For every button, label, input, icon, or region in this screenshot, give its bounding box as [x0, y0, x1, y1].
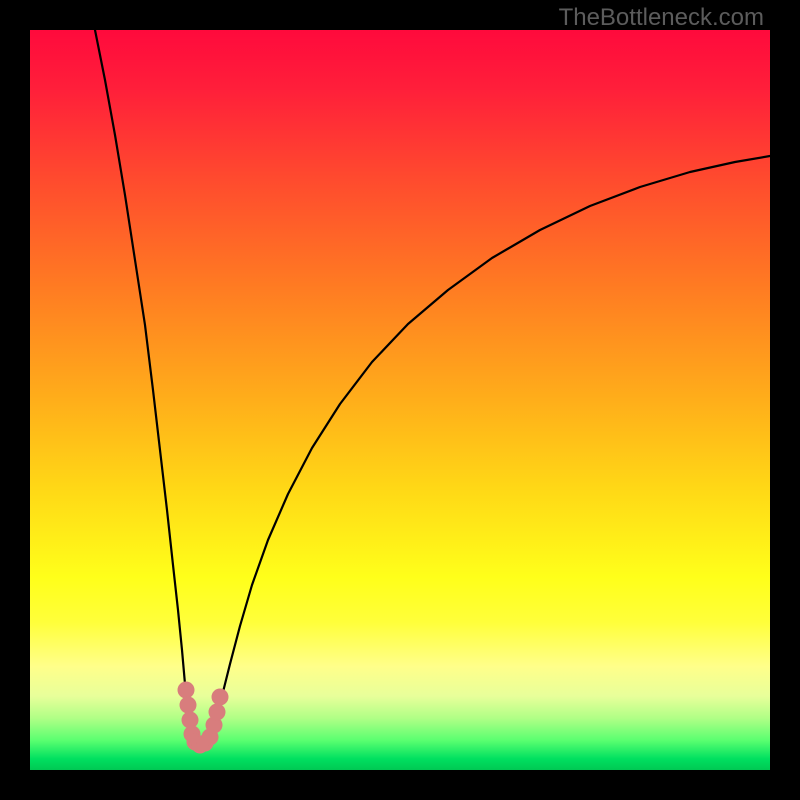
dip-marker — [178, 682, 195, 699]
dip-marker — [180, 697, 197, 714]
plot-svg — [0, 0, 800, 800]
chart-stage: TheBottleneck.com — [0, 0, 800, 800]
dip-marker — [212, 689, 229, 706]
dip-marker — [209, 704, 226, 721]
gradient-background — [30, 30, 770, 770]
